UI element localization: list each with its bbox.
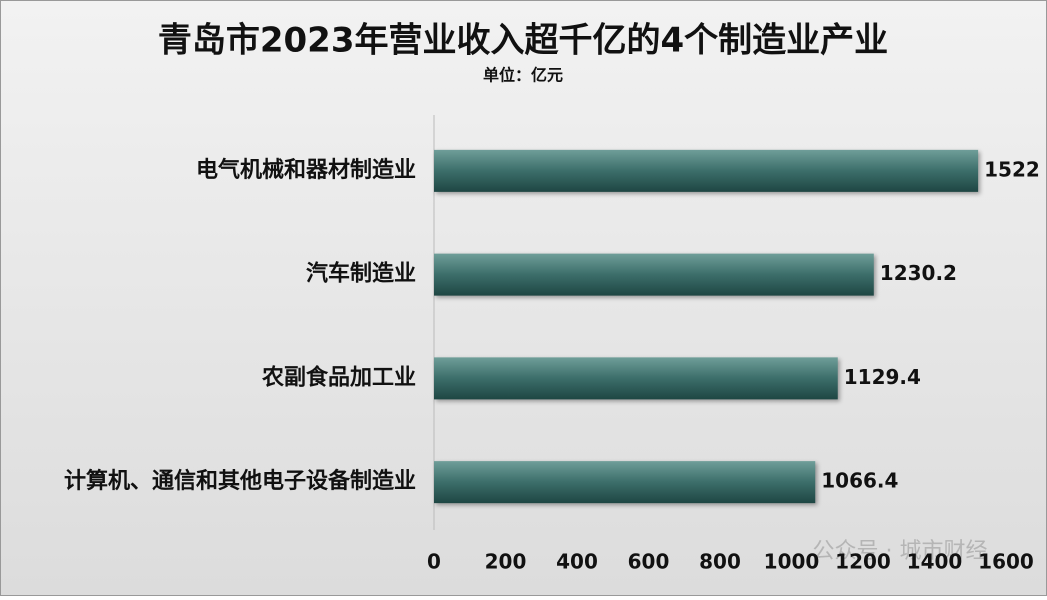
value-label: 1066.4	[821, 469, 898, 493]
y-tick-label: 电气机械和器材制造业	[196, 157, 416, 183]
bar	[434, 461, 816, 504]
x-tick-label: 400	[556, 550, 598, 574]
bar	[434, 357, 838, 400]
x-tick-label: 600	[628, 550, 670, 574]
x-tick-label: 1600	[978, 550, 1034, 574]
x-tick-label: 200	[485, 550, 527, 574]
value-label: 1522	[984, 157, 1040, 181]
bar	[434, 149, 979, 192]
chart-subtitle: 单位：亿元	[483, 66, 563, 85]
y-tick-label: 汽车制造业	[306, 261, 416, 287]
x-tick-label: 1200	[835, 550, 891, 574]
y-tick-label: 计算机、通信和其他电子设备制造业	[64, 468, 416, 494]
y-tick-label: 农副食品加工业	[261, 364, 416, 390]
value-label: 1129.4	[844, 365, 921, 389]
x-tick-label: 1400	[907, 550, 963, 574]
chart-title: 青岛市2023年营业收入超千亿的4个制造业产业	[158, 21, 888, 61]
x-tick-label: 0	[427, 550, 441, 574]
x-tick-label: 800	[699, 550, 741, 574]
value-label: 1230.2	[880, 261, 957, 285]
watermark: 公众号 · 城市财经	[813, 539, 988, 564]
x-tick-label: 1000	[764, 550, 820, 574]
bar	[434, 253, 874, 296]
